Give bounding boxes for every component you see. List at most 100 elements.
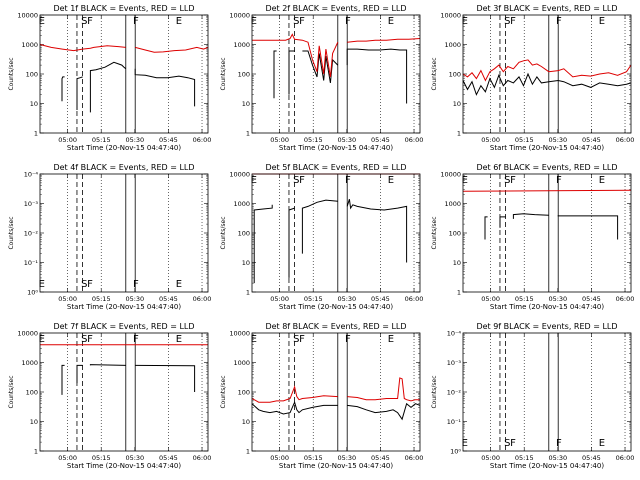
lld-series-line — [347, 38, 421, 43]
y-tick-label: 100 — [26, 389, 38, 397]
y-tick-label: 10⁻² — [24, 230, 39, 238]
panel-det-2f: Det 2f BLACK = Events, RED = LLD 1 10 100 10… — [220, 4, 423, 152]
plot-frame — [462, 332, 632, 452]
x-tick-label: 05:00 — [481, 454, 500, 462]
event-marker-f: F — [133, 334, 139, 345]
x-tick-label: 05:45 — [159, 295, 178, 303]
x-axis-label: Start Time (20-Nov-15 04:47:40) — [67, 462, 181, 470]
x-axis-label: Start Time (20-Nov-15 04:47:40) — [490, 144, 604, 152]
event-marker-e: E — [462, 438, 468, 449]
y-axis-label: Counts/sec — [8, 375, 15, 408]
x-tick-label: 05:30 — [548, 136, 567, 144]
events-series-line — [462, 72, 632, 96]
event-marker-s: S — [293, 175, 299, 186]
lld-series-line — [462, 189, 632, 192]
event-marker-e: E — [176, 334, 182, 345]
y-tick-label: 1000 — [444, 200, 461, 208]
x-tick-label: 06:00 — [616, 136, 635, 144]
y-tick-label: 1 — [246, 289, 250, 297]
y-tick-label: 100 — [449, 230, 461, 238]
y-tick-label: 10⁻³ — [24, 200, 39, 208]
event-marker-f: F — [133, 16, 139, 27]
y-tick-label: 100 — [238, 389, 250, 397]
event-marker-e: E — [251, 16, 257, 27]
events-series-line — [89, 364, 126, 366]
y-tick-label: 10 — [30, 100, 38, 108]
y-tick-label: 100 — [238, 71, 250, 79]
event-marker-e: E — [599, 175, 605, 186]
y-tick-label: 10 — [453, 100, 461, 108]
plot-frame — [462, 14, 632, 134]
x-tick-label: 05:15 — [92, 295, 111, 303]
plot-frame — [39, 332, 209, 452]
y-tick-label: 1000 — [233, 41, 250, 49]
event-marker-f: F — [87, 16, 93, 27]
y-tick-label: 10000 — [229, 171, 250, 179]
panel-title: Det 3f BLACK = Events, RED = LLD — [476, 4, 617, 13]
y-tick-label: 1000 — [233, 359, 250, 367]
panel-title: Det 8f BLACK = Events, RED = LLD — [265, 322, 406, 331]
events-series-line — [301, 199, 338, 254]
x-axis-label: Start Time (20-Nov-15 04:47:40) — [67, 144, 181, 152]
x-tick-label: 05:45 — [582, 136, 601, 144]
y-tick-label: 10 — [242, 418, 250, 426]
x-tick-label: 06:00 — [193, 454, 212, 462]
events-series-line — [346, 48, 408, 104]
x-axis-label: Start Time (20-Nov-15 04:47:40) — [490, 303, 604, 311]
y-tick-label: 10⁰ — [27, 289, 38, 297]
event-marker-f: F — [345, 334, 351, 345]
y-tick-label: 10 — [242, 100, 250, 108]
y-axis-label: Counts/sec — [8, 57, 15, 90]
events-series-line — [346, 199, 408, 263]
event-marker-e: E — [599, 438, 605, 449]
x-tick-label: 05:15 — [515, 295, 534, 303]
event-marker-e: E — [462, 175, 468, 186]
y-tick-label: 100 — [238, 230, 250, 238]
event-marker-f: F — [510, 438, 516, 449]
panel-title: Det 7f BLACK = Events, RED = LLD — [53, 322, 194, 331]
y-tick-label: 10000 — [440, 12, 461, 20]
plot-frame — [39, 173, 209, 293]
x-tick-label: 05:00 — [58, 136, 77, 144]
y-axis-label: Counts/sec — [220, 216, 227, 249]
x-tick-label: 05:30 — [337, 295, 356, 303]
y-tick-label: 10000 — [229, 12, 250, 20]
events-series-line — [135, 364, 196, 392]
x-tick-label: 05:00 — [270, 454, 289, 462]
panel-title: Det 9f BLACK = Events, RED = LLD — [476, 322, 617, 331]
x-tick-label: 05:00 — [481, 136, 500, 144]
events-series-line — [288, 50, 295, 95]
y-tick-label: 100 — [26, 71, 38, 79]
y-tick-label: 10000 — [229, 330, 250, 338]
y-axis-label: Counts/sec — [431, 57, 438, 90]
y-tick-label: 10⁻³ — [447, 359, 462, 367]
events-series-line — [251, 400, 338, 415]
event-marker-s: S — [293, 334, 299, 345]
x-tick-label: 05:45 — [371, 295, 390, 303]
x-axis-label: Start Time (20-Nov-15 04:47:40) — [279, 144, 393, 152]
event-marker-f: F — [510, 175, 516, 186]
x-tick-label: 05:45 — [371, 454, 390, 462]
x-tick-label: 06:00 — [405, 136, 424, 144]
y-tick-label: 10000 — [440, 171, 461, 179]
events-series-line — [288, 207, 295, 278]
y-tick-label: 10⁻² — [447, 389, 462, 397]
events-series-line — [134, 68, 196, 107]
y-tick-label: 10⁻¹ — [447, 418, 462, 426]
event-marker-f: F — [299, 175, 305, 186]
panel-title: Det 5f BLACK = Events, RED = LLD — [265, 163, 406, 172]
x-tick-label: 06:00 — [405, 454, 424, 462]
y-tick-label: 10⁻⁴ — [447, 330, 462, 338]
x-tick-label: 05:45 — [371, 136, 390, 144]
y-tick-label: 10000 — [17, 12, 38, 20]
event-marker-s: S — [504, 175, 510, 186]
x-tick-label: 05:15 — [92, 454, 111, 462]
events-series-line — [76, 76, 83, 110]
lld-series-line — [39, 44, 126, 52]
event-marker-e: E — [251, 334, 257, 345]
y-tick-label: 10 — [453, 259, 461, 267]
event-marker-s: S — [81, 334, 87, 345]
y-tick-label: 1 — [34, 448, 38, 456]
x-tick-label: 05:00 — [270, 136, 289, 144]
